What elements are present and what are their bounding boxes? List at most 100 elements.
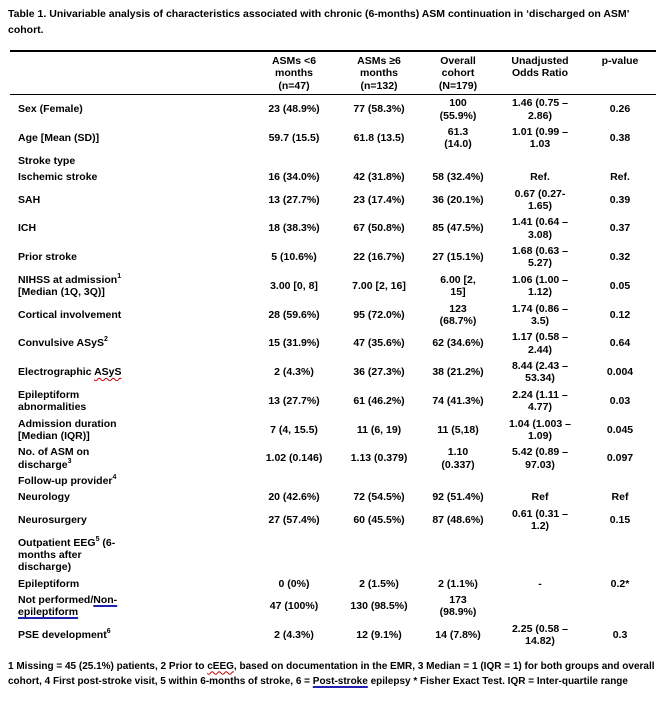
cell-asm-lt6-months: 28 (59.6%) — [250, 301, 338, 330]
cell-value: 3.00 [0, 8] — [270, 279, 318, 292]
cell-value: 59.7 (15.5) — [268, 132, 320, 145]
table-row-epileptiform-abnormalities: Epileptiform abnormalities 13 (27.7%) 61 (4… — [10, 387, 656, 416]
cell-p-value — [584, 592, 656, 621]
p-value-header: p-value — [584, 50, 656, 96]
cell-value: 77 (58.3%) — [353, 103, 405, 116]
row-label: Convulsive ASyS2 — [10, 329, 250, 358]
table-row-pse-development: PSE development6 2 (4.3%) 12 (9.1%) 14 (7.8… — [10, 621, 656, 650]
cell-value: 0.26 — [609, 103, 631, 116]
row-label: Epileptiform — [10, 576, 250, 592]
cell-overall-cohort — [420, 473, 496, 489]
cell-asm-ge6-months — [338, 535, 420, 576]
cell-overall-cohort: 100 (55.9%) — [420, 95, 496, 124]
cell-value: 0.15 — [609, 513, 631, 526]
text-segment: Stroke type — [18, 154, 76, 167]
row-label: Stroke type — [10, 153, 250, 169]
cell-value: Ref. — [610, 171, 630, 184]
cell-overall-cohort: 58 (32.4%) — [420, 169, 496, 185]
cell-value: 58 (32.4%) — [432, 171, 484, 184]
table-footnote: 1 Missing = 45 (25.1%) patients, 2 Prior… — [8, 659, 656, 690]
table-row-nihss-at-admission: NIHSS at admission1 [Median (1Q, 3Q)] 3.00… — [10, 272, 656, 301]
table-row-not-performed-non-epileptiform: Not performed/Non-epileptiform 47 (100%) 1… — [10, 592, 656, 621]
cell-p-value: 0.045 — [584, 416, 656, 445]
text-segment: , based on documentation in the EMR, 3 M… — [8, 660, 655, 688]
cell-odds-ratio: 2.24 (1.11 –4.77) — [496, 387, 584, 416]
table-row-sah: SAH 13 (27.7%) 23 (17.4%) 36 (20.1%) 0.67 (0… — [10, 186, 656, 215]
text-segment: Follow-up provider — [18, 475, 113, 488]
cell-value: 100 — [449, 97, 467, 110]
cell-asm-ge6-months: 95 (72.0%) — [338, 301, 420, 330]
unadjusted-odds-ratio-header: Unadjusted Odds Ratio — [496, 50, 584, 96]
row-label: Cortical involvement — [10, 301, 250, 330]
univariable-analysis-table: ASMs <6 months (n=47) ASMs ≥6 months (n=132) O… — [10, 49, 656, 650]
cell-odds-ratio: 2.25 (0.58 –14.82) — [496, 621, 584, 650]
cell-value: 3.08) — [528, 228, 552, 241]
cell-asm-lt6-months: 7 (4, 15.5) — [250, 416, 338, 445]
cell-overall-cohort — [420, 535, 496, 576]
row-label: ICH — [10, 214, 250, 243]
cell-value: 0.64 — [609, 337, 631, 350]
cell-value: 1.02 (0.146) — [265, 452, 323, 465]
cell-asm-ge6-months: 11 (6, 19) — [338, 416, 420, 445]
blue-underlined-text: Post-stroke — [312, 676, 368, 688]
cell-value: 11 (5,18) — [437, 423, 479, 436]
red-underlined-text: cEEG — [207, 660, 234, 672]
text-segment: Prior stroke — [18, 251, 77, 264]
cell-odds-ratio: 0.67 (0.27- 1.65) — [496, 186, 584, 215]
cell-value: 2 (1.5%) — [359, 577, 399, 590]
cell-overall-cohort: 38 (21.2%) — [420, 358, 496, 387]
header-line: (n=132) — [360, 79, 398, 92]
cell-value: 7 (4, 15.5) — [270, 423, 318, 436]
text-segment: Ischemic stroke — [18, 171, 98, 184]
cell-odds-ratio: 8.44 (2.43 –53.34) — [496, 358, 584, 387]
cell-odds-ratio: 1.06 (1.00 –1.12) — [496, 272, 584, 301]
text-segment: Epileptiform — [18, 388, 80, 401]
cell-value: 36 (27.3%) — [353, 366, 405, 379]
cell-overall-cohort: 27 (15.1%) — [420, 243, 496, 272]
cell-value: 23 (48.9%) — [268, 103, 320, 116]
cell-p-value: 0.12 — [584, 301, 656, 330]
cell-value: 72 (54.5%) — [353, 491, 405, 504]
cell-value: 38 (21.2%) — [432, 366, 484, 379]
row-label: Prior stroke — [10, 243, 250, 272]
cell-value: 0.67 (0.27- — [514, 187, 566, 200]
cell-odds-ratio: 0.61 (0.31 –1.2) — [496, 506, 584, 535]
cell-odds-ratio: 1.41 (0.64 –3.08) — [496, 214, 584, 243]
text-segment: NIHSS at admission — [18, 273, 118, 286]
cell-asm-ge6-months: 67 (50.8%) — [338, 214, 420, 243]
header-line: (N=179) — [438, 79, 478, 92]
cell-value: 13 (27.7%) — [268, 394, 320, 407]
cell-value: 5.42 (0.89 – — [511, 446, 569, 459]
cell-value: 1.65) — [528, 199, 552, 212]
text-segment: Neurosurgery — [18, 513, 87, 526]
cell-asm-lt6-months: 2 (4.3%) — [250, 621, 338, 650]
cell-overall-cohort: 87 (48.6%) — [420, 506, 496, 535]
row-label: Outpatient EEG5 (6- months after discharge… — [10, 535, 250, 576]
cell-overall-cohort: 62 (34.6%) — [420, 329, 496, 358]
cell-asm-ge6-months: 77 (58.3%) — [338, 95, 420, 124]
cell-value: 1.03 — [529, 138, 551, 151]
cell-value: 42 (31.8%) — [353, 171, 405, 184]
cell-asm-ge6-months: 1.13 (0.379) — [338, 444, 420, 473]
row-label: Not performed/Non-epileptiform — [10, 592, 250, 621]
cell-value: 74 (41.3%) — [432, 394, 484, 407]
cell-p-value: 0.26 — [584, 95, 656, 124]
cell-overall-cohort: 61.3 (14.0) — [420, 124, 496, 153]
cell-value: 47 (100%) — [269, 600, 319, 613]
table-body: Sex (Female) 23 (48.9%) 77 (58.3%) 100 (55.9… — [10, 95, 656, 650]
cell-odds-ratio: 5.42 (0.89 –97.03) — [496, 444, 584, 473]
cell-value: 1.06 (1.00 – — [511, 273, 569, 286]
cell-value: 2.24 (1.11 – — [512, 388, 568, 401]
cell-asm-ge6-months: 36 (27.3%) — [338, 358, 420, 387]
cell-p-value: 0.03 — [584, 387, 656, 416]
cell-value: 0.004 — [606, 366, 634, 379]
text-segment: No. of ASM on — [18, 446, 90, 459]
cell-value: 7.00 [2, 16] — [352, 279, 406, 292]
cell-value: 92 (51.4%) — [432, 491, 484, 504]
cell-asm-lt6-months: 47 (100%) — [250, 592, 338, 621]
cell-odds-ratio: Ref. — [496, 169, 584, 185]
cell-value: 23 (17.4%) — [353, 193, 405, 206]
cell-overall-cohort: 92 (51.4%) — [420, 489, 496, 505]
cell-value: 8.44 (2.43 – — [511, 360, 569, 373]
cell-asm-lt6-months: 5 (10.6%) — [250, 243, 338, 272]
